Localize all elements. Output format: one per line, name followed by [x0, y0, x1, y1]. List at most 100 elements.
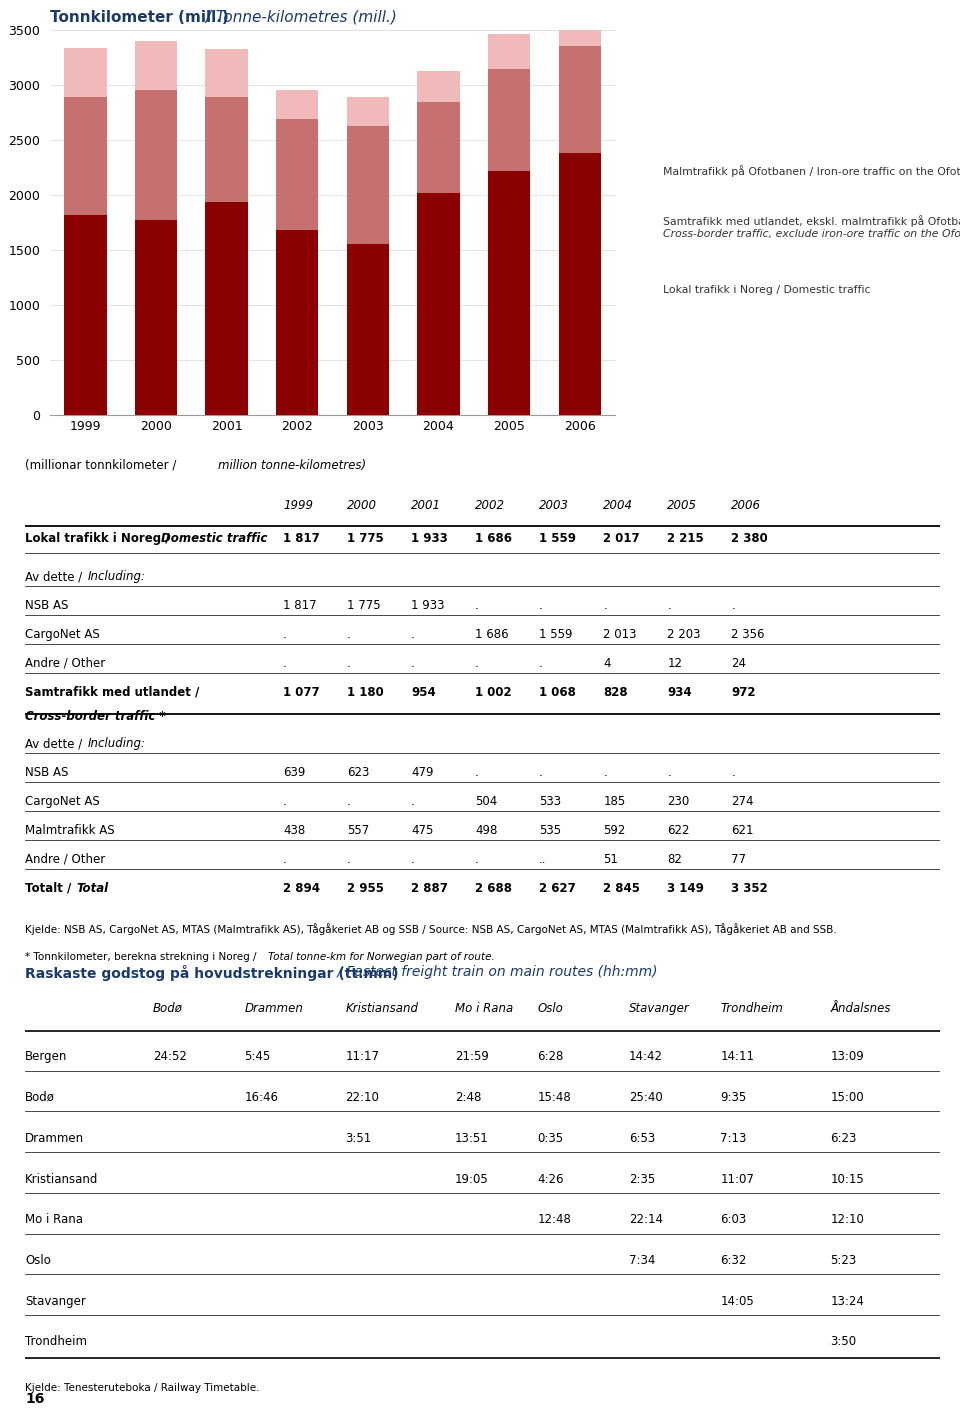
Text: 557: 557	[348, 824, 370, 837]
Text: * Tonnkilometer, berekna strekning i Noreg /: * Tonnkilometer, berekna strekning i Nor…	[25, 952, 260, 962]
Text: 2 380: 2 380	[732, 533, 768, 546]
Text: .: .	[348, 657, 350, 669]
Bar	[276, 119, 319, 230]
Bar	[276, 230, 319, 415]
Text: 13:51: 13:51	[455, 1131, 489, 1145]
Text: Kjelde: Tenesteruteboka / Railway Timetable.: Kjelde: Tenesteruteboka / Railway Timeta…	[25, 1383, 259, 1393]
Text: Mo i Rana: Mo i Rana	[25, 1214, 83, 1226]
Text: 9:35: 9:35	[720, 1091, 747, 1104]
Text: 2001: 2001	[411, 499, 442, 512]
Text: Trondheim: Trondheim	[720, 1002, 783, 1015]
Text: 2 215: 2 215	[667, 533, 704, 546]
Text: Including:: Including:	[87, 570, 145, 583]
Text: 2 688: 2 688	[475, 881, 513, 895]
Text: Mo i Rana: Mo i Rana	[455, 1002, 514, 1015]
Bar	[559, 47, 601, 153]
Text: 1999: 1999	[283, 499, 313, 512]
Text: 1 775: 1 775	[348, 600, 381, 612]
Text: 1 002: 1 002	[475, 686, 512, 699]
Bar	[488, 172, 530, 415]
Text: 2 203: 2 203	[667, 628, 701, 641]
Text: .: .	[283, 853, 287, 865]
Text: Lokal trafikk i Noreg /: Lokal trafikk i Noreg /	[25, 533, 174, 546]
Text: Malmtrafikk på Ofotbanen / Iron-ore traffic on the Ofotline: Malmtrafikk på Ofotbanen / Iron-ore traf…	[663, 165, 960, 176]
Text: 2 955: 2 955	[348, 881, 384, 895]
Text: .: .	[283, 628, 287, 641]
Text: 2005: 2005	[667, 499, 697, 512]
Text: million tonne-kilometres): million tonne-kilometres)	[218, 459, 366, 472]
Text: 274: 274	[732, 794, 754, 809]
Text: / Fastest freight train on main routes (hh:mm): / Fastest freight train on main routes (…	[333, 965, 658, 979]
Text: 14:11: 14:11	[720, 1050, 755, 1063]
Text: 972: 972	[732, 686, 756, 699]
Text: 6:23: 6:23	[830, 1131, 856, 1145]
Text: 16:46: 16:46	[245, 1091, 278, 1104]
Text: 11:07: 11:07	[720, 1172, 755, 1185]
Text: .: .	[348, 853, 350, 865]
Text: .: .	[475, 657, 479, 669]
Text: 10:15: 10:15	[830, 1172, 864, 1185]
Text: Andre / Other: Andre / Other	[25, 657, 106, 669]
Bar	[64, 215, 107, 415]
Text: .: .	[348, 628, 350, 641]
Text: 5:23: 5:23	[830, 1253, 856, 1268]
Text: 475: 475	[411, 824, 434, 837]
Text: 934: 934	[667, 686, 692, 699]
Text: .: .	[540, 766, 543, 779]
Text: 2002: 2002	[475, 499, 505, 512]
Text: 16: 16	[25, 1393, 44, 1405]
Text: Drammen: Drammen	[245, 1002, 303, 1015]
Text: 14:05: 14:05	[720, 1295, 755, 1307]
Text: 1 933: 1 933	[411, 600, 444, 612]
Text: 3 149: 3 149	[667, 881, 705, 895]
Text: 3 352: 3 352	[732, 881, 768, 895]
Text: 5:45: 5:45	[245, 1050, 271, 1063]
Text: Trondheim: Trondheim	[25, 1336, 87, 1349]
Text: 21:59: 21:59	[455, 1050, 489, 1063]
Text: .: .	[667, 600, 671, 612]
Text: 1 817: 1 817	[283, 600, 317, 612]
Text: Kristiansand: Kristiansand	[25, 1172, 98, 1185]
Text: .: .	[283, 657, 287, 669]
Text: 533: 533	[540, 794, 562, 809]
Text: 1 933: 1 933	[411, 533, 448, 546]
Text: 4: 4	[603, 657, 611, 669]
Text: 1 775: 1 775	[348, 533, 384, 546]
Text: Total tonne-km for Norwegian part of route.: Total tonne-km for Norwegian part of rou…	[268, 952, 494, 962]
Text: NSB AS: NSB AS	[25, 600, 68, 612]
Bar	[488, 34, 530, 68]
Text: Åndalsnes: Åndalsnes	[830, 1002, 891, 1015]
Text: 3:50: 3:50	[830, 1336, 856, 1349]
Text: 13:24: 13:24	[830, 1295, 864, 1307]
Bar	[347, 97, 389, 126]
Bar	[205, 202, 248, 415]
Text: Drammen: Drammen	[25, 1131, 84, 1145]
Text: 77: 77	[732, 853, 746, 865]
Text: Av dette /: Av dette /	[25, 570, 86, 583]
Text: 4:26: 4:26	[538, 1172, 564, 1185]
Text: Av dette /: Av dette /	[25, 737, 86, 750]
Text: 14:42: 14:42	[629, 1050, 663, 1063]
Text: 2:48: 2:48	[455, 1091, 481, 1104]
Text: .: .	[411, 657, 415, 669]
Text: .: .	[475, 766, 479, 779]
Bar	[418, 102, 460, 193]
Text: Tonnkilometer (mill.): Tonnkilometer (mill.)	[50, 10, 228, 26]
Bar	[559, 10, 601, 47]
Text: 22:10: 22:10	[346, 1091, 379, 1104]
Bar	[418, 71, 460, 102]
Text: 1 559: 1 559	[540, 628, 573, 641]
Text: 185: 185	[603, 794, 626, 809]
Text: 2 013: 2 013	[603, 628, 636, 641]
Text: NSB AS: NSB AS	[25, 766, 68, 779]
Text: 2004: 2004	[603, 499, 634, 512]
Text: 498: 498	[475, 824, 497, 837]
Bar	[134, 90, 178, 220]
Text: 2 017: 2 017	[603, 533, 640, 546]
Text: Samtrafikk med utlandet, ekskl. malmtrafikk på Ofotbanen /: Samtrafikk med utlandet, ekskl. malmtraf…	[663, 215, 960, 227]
Text: 2 894: 2 894	[283, 881, 320, 895]
Bar	[347, 126, 389, 243]
Text: 1 068: 1 068	[540, 686, 576, 699]
Text: 7:34: 7:34	[629, 1253, 656, 1268]
Bar	[418, 193, 460, 415]
